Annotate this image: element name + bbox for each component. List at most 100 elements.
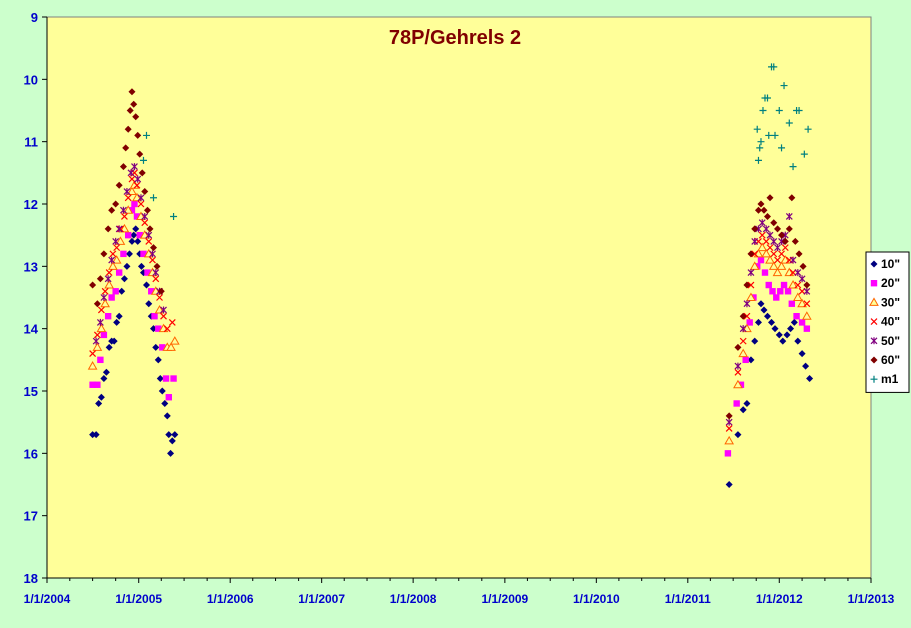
data-point: [803, 300, 811, 308]
data-point: [122, 144, 130, 152]
data-point: [100, 294, 108, 301]
series-3: [89, 169, 811, 432]
data-point: [795, 107, 803, 114]
data-point: [140, 250, 147, 258]
data-point: [132, 225, 140, 233]
data-point: [93, 300, 101, 308]
data-point: [134, 237, 142, 245]
data-point: [781, 231, 789, 239]
data-point: [113, 318, 121, 326]
data-point: [780, 281, 788, 289]
data-point: [141, 219, 149, 227]
data-point: [124, 231, 132, 239]
data-point: [768, 261, 779, 270]
series-2: [87, 180, 812, 445]
data-point: [779, 337, 787, 345]
data-point: [128, 207, 136, 214]
data-point: [108, 206, 116, 214]
data-point: [774, 244, 781, 252]
data-point: [725, 412, 733, 420]
data-point: [784, 288, 792, 295]
data-point: [133, 213, 141, 220]
data-point: [93, 331, 101, 339]
data-point: [115, 236, 126, 245]
data-point: [96, 275, 104, 283]
data-point: [154, 356, 162, 364]
data-point: [167, 449, 175, 457]
data-point: [763, 312, 771, 320]
data-point: [159, 344, 166, 351]
data-point: [168, 437, 176, 445]
legend-label: 20": [881, 276, 900, 290]
legend-item: 30": [869, 295, 900, 309]
data-point: [800, 150, 808, 158]
data-point: [799, 262, 807, 270]
data-point: [776, 261, 787, 270]
data-point: [112, 237, 120, 245]
data-point: [117, 225, 124, 233]
x-tick-label: 1/1/2005: [115, 592, 162, 606]
data-point: [804, 125, 812, 133]
legend-item: 20": [870, 276, 900, 290]
data-point: [128, 175, 136, 183]
data-point: [121, 213, 128, 220]
legend-label: 10": [881, 257, 900, 271]
plot-area: [46, 16, 872, 579]
data-point: [100, 298, 111, 308]
data-points: [87, 63, 814, 488]
legend: 10" 20" 30" 40" 50" 60" m1: [865, 251, 910, 393]
data-point: [157, 287, 165, 295]
data-point: [112, 288, 119, 295]
data-point: [746, 292, 756, 301]
data-point: [754, 318, 762, 326]
data-point: [160, 306, 167, 314]
data-point: [142, 131, 150, 139]
x-tick-label: 1/1/2011: [665, 592, 711, 606]
data-point: [770, 63, 778, 71]
data-point: [149, 250, 156, 258]
legend-marker: [870, 318, 878, 326]
data-point: [765, 131, 773, 139]
data-point: [100, 331, 108, 339]
data-point: [165, 394, 172, 401]
data-point: [96, 323, 107, 333]
data-point: [112, 200, 120, 208]
data-point: [760, 306, 768, 314]
data-point: [115, 225, 123, 233]
data-point: [794, 337, 802, 345]
data-point: [754, 206, 762, 214]
data-point: [769, 288, 776, 295]
data-point: [737, 381, 745, 388]
data-point: [762, 225, 770, 233]
data-point: [792, 292, 803, 301]
data-point: [733, 400, 740, 407]
data-point: [145, 231, 153, 239]
data-point: [156, 375, 164, 383]
data-point: [101, 287, 109, 295]
legend-marker: [870, 375, 878, 383]
data-point: [168, 319, 176, 326]
data-point: [760, 206, 768, 214]
data-point: [739, 406, 747, 414]
data-point: [759, 107, 767, 114]
data-point: [739, 337, 747, 345]
data-point: [123, 262, 131, 270]
data-point: [788, 300, 796, 307]
data-point: [119, 163, 127, 171]
data-point: [806, 375, 814, 383]
data-point: [163, 412, 171, 420]
data-point: [141, 188, 149, 196]
legend-item: m1: [870, 372, 899, 386]
data-point: [747, 269, 755, 277]
data-point: [105, 343, 113, 351]
data-point: [751, 337, 759, 345]
data-point: [123, 205, 134, 214]
data-point: [793, 313, 800, 320]
data-point: [785, 119, 793, 127]
legend-marker: [870, 280, 878, 287]
data-point: [755, 225, 762, 233]
data-point: [124, 125, 132, 133]
data-point: [171, 431, 179, 439]
data-point: [758, 231, 766, 239]
data-point: [791, 237, 799, 245]
